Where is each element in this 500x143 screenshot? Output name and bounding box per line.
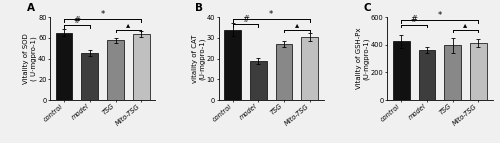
- Bar: [444, 45, 461, 100]
- Bar: [276, 44, 292, 100]
- Bar: [418, 50, 436, 100]
- Text: A: A: [27, 3, 35, 13]
- Bar: [250, 61, 267, 100]
- Bar: [302, 37, 318, 100]
- Text: *: *: [269, 10, 274, 19]
- Bar: [82, 53, 98, 100]
- Bar: [56, 33, 72, 100]
- Text: B: B: [196, 3, 203, 13]
- Text: *: *: [438, 11, 442, 20]
- Bar: [224, 30, 241, 100]
- Text: C: C: [364, 3, 372, 13]
- Bar: [133, 34, 150, 100]
- Y-axis label: vitality of CAT
(U·mgpro-1): vitality of CAT (U·mgpro-1): [192, 34, 205, 83]
- Text: *: *: [100, 10, 105, 19]
- Bar: [470, 43, 486, 100]
- Text: ▴: ▴: [295, 20, 299, 29]
- Text: #: #: [410, 15, 418, 24]
- Bar: [107, 40, 124, 100]
- Bar: [393, 41, 409, 100]
- Text: #: #: [74, 16, 80, 25]
- Text: ▴: ▴: [126, 20, 130, 29]
- Text: #: #: [242, 15, 249, 24]
- Text: ▴: ▴: [464, 20, 468, 29]
- Y-axis label: Vitality of SOD
( U·mgpro-1): Vitality of SOD ( U·mgpro-1): [23, 33, 36, 84]
- Y-axis label: Vitality of GSH-Px
(U·mgpro-1): Vitality of GSH-Px (U·mgpro-1): [356, 28, 370, 89]
